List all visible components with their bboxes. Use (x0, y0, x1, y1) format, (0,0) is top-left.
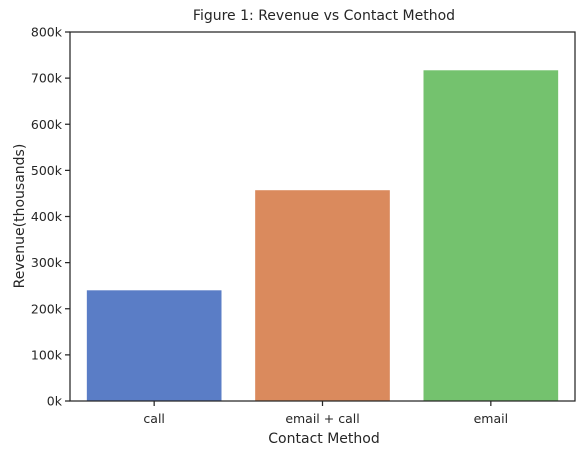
y-tick-label: 700k (31, 71, 63, 86)
plot-frame (69, 31, 576, 402)
y-tick-label: 300k (31, 255, 63, 270)
y-tick-label: 500k (31, 163, 63, 178)
y-axis-label: Revenue(thousands) (12, 144, 28, 289)
y-tick-label: 600k (31, 117, 63, 132)
y-tick-label: 800k (31, 25, 63, 40)
x-axis-ticks: call email + call email (143, 401, 508, 426)
x-tick-label: email (474, 411, 508, 426)
y-tick-label: 400k (31, 209, 63, 224)
bars-group (86, 70, 559, 401)
x-axis-label: Contact Method (268, 431, 379, 447)
bar-call (86, 290, 222, 401)
bar-email (423, 70, 559, 401)
y-tick-label: 100k (31, 347, 63, 362)
chart-title: Figure 1: Revenue vs Contact Method (193, 8, 455, 24)
y-tick-label: 200k (31, 301, 63, 316)
x-tick-label: call (143, 411, 164, 426)
y-tick-label: 0k (47, 394, 63, 409)
bar-email-call (255, 190, 390, 401)
y-axis-ticks: 0k 100k 200k 300k 400k 500k 600k 700k 800k (31, 25, 70, 409)
x-tick-label: email + call (285, 411, 359, 426)
